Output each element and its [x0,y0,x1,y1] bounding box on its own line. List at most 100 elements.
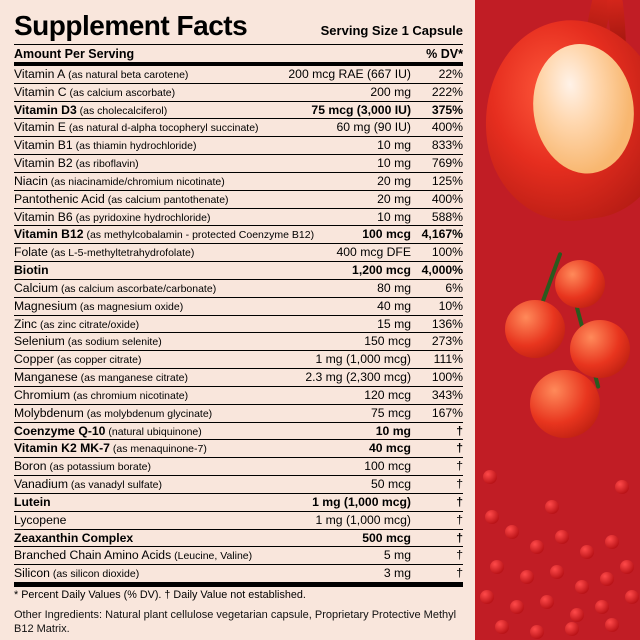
berry-icon [620,560,634,574]
other-ingredients: Other Ingredients: Natural plant cellulo… [14,601,463,637]
berry-icon [595,600,609,614]
nutrient-amount: 40 mcg [363,440,411,457]
nutrient-row: Coenzyme Q-10 (natural ubiquinone)10 mg† [14,423,463,441]
nutrient-amount: 100 mcg [358,458,411,475]
nutrient-amount: 50 mcg [365,476,411,493]
heading-dv: % DV* [426,47,463,61]
nutrient-name: Niacin (as niacinamide/chromium nicotina… [14,173,371,190]
berry-icon [520,570,534,584]
nutrient-row: Vitamin B2 (as riboflavin)10 mg769% [14,155,463,173]
nutrient-dv: † [411,547,463,564]
nutrient-amount: 20 mg [371,173,411,190]
nutrient-row: Manganese (as manganese citrate)2.3 mg (… [14,369,463,387]
tomato-icon [530,370,600,438]
nutrient-name: Zeaxanthin Complex [14,530,356,547]
nutrient-row: Folate (as L-5-methyltetrahydrofolate)40… [14,244,463,262]
nutrient-dv: † [411,458,463,475]
nutrient-amount: 150 mcg [358,333,411,350]
berry-icon [615,480,629,494]
nutrient-amount: 60 mg (90 IU) [330,119,411,136]
berry-icon [575,580,589,594]
nutrient-dv: 4,167% [411,226,463,243]
berry-icon [550,565,564,579]
berry-icon [625,590,639,604]
nutrient-row: Vitamin A (as natural beta carotene)200 … [14,66,463,84]
nutrient-amount: 75 mcg (3,000 IU) [305,102,411,119]
berry-icon [495,620,509,634]
nutrient-dv: † [411,476,463,493]
berry-icon [605,618,619,632]
berry-icon [555,530,569,544]
nutrient-row: Lutein1 mg (1,000 mcg)† [14,494,463,512]
nutrient-row: Boron (as potassium borate)100 mcg† [14,458,463,476]
nutrient-name: Vanadium (as vanadyl sulfate) [14,476,365,493]
nutrient-dv: 100% [411,369,463,386]
nutrient-amount: 1 mg (1,000 mcg) [306,494,411,511]
nutrient-name: Vitamin B1 (as thiamin hydrochloride) [14,137,371,154]
produce-image-strip [475,0,640,640]
nutrient-row: Selenium (as sodium selenite)150 mcg273% [14,333,463,351]
nutrient-dv: † [411,512,463,529]
nutrient-amount: 2.3 mg (2,300 mcg) [299,369,411,386]
nutrient-row: Copper (as copper citrate)1 mg (1,000 mc… [14,351,463,369]
nutrient-dv: † [411,423,463,440]
berry-icon [485,510,499,524]
berry-icon [483,470,497,484]
nutrient-row: Zinc (as zinc citrate/oxide)15 mg136% [14,316,463,334]
nutrient-amount: 75 mcg [365,405,411,422]
nutrient-amount: 10 mg [371,155,411,172]
nutrient-amount: 15 mg [371,316,411,333]
nutrient-amount: 5 mg [378,547,411,564]
nutrient-name: Chromium (as chromium nicotinate) [14,387,358,404]
nutrient-row: Vitamin K2 MK-7 (as menaquinone-7)40 mcg… [14,440,463,458]
nutrient-dv: 6% [411,280,463,297]
nutrient-row: Molybdenum (as molybdenum glycinate)75 m… [14,405,463,423]
nutrient-dv: † [411,494,463,511]
nutrient-amount: 200 mg [364,84,411,101]
nutrient-name: Molybdenum (as molybdenum glycinate) [14,405,365,422]
nutrient-amount: 500 mcg [356,530,411,547]
nutrient-dv: † [411,440,463,457]
tomato-icon [505,300,565,358]
nutrient-amount: 1 mg (1,000 mcg) [309,512,411,529]
nutrient-name: Manganese (as manganese citrate) [14,369,299,386]
berry-icon [505,525,519,539]
nutrient-amount: 3 mg [378,565,411,582]
nutrient-row: Chromium (as chromium nicotinate)120 mcg… [14,387,463,405]
berry-icon [605,535,619,549]
nutrient-dv: 833% [411,137,463,154]
nutrient-rows: Vitamin A (as natural beta carotene) 200 … [14,66,463,583]
nutrient-dv: 111% [411,351,463,368]
nutrient-name: Selenium (as sodium selenite) [14,333,358,350]
nutrient-dv: † [411,530,463,547]
nutrient-row: Pantothenic Acid (as calcium pantothenat… [14,191,463,209]
nutrient-row: Niacin (as niacinamide/chromium nicotina… [14,173,463,191]
nutrient-amount: 100 mcg [356,226,411,243]
footnote: * Percent Daily Values (% DV). † Daily V… [14,587,463,601]
berry-icon [480,590,494,604]
nutrient-row: Magnesium (as magnesium oxide)40 mg10% [14,298,463,316]
nutrient-row: Vitamin B6 (as pyridoxine hydrochloride)… [14,209,463,227]
nutrient-dv: 588% [411,209,463,226]
nutrient-amount: 1,200 mcg [346,262,411,279]
nutrient-row: Calcium (as calcium ascorbate/carbonate)… [14,280,463,298]
nutrient-amount: 10 mg [371,209,411,226]
other-label: Other Ingredients: [14,609,102,621]
nutrient-name: Vitamin A (as natural beta carotene) [14,66,282,83]
header-row: Supplement Facts Serving Size 1 Capsule [14,10,463,45]
tomato-icon [570,320,630,378]
nutrient-dv: 125% [411,173,463,190]
nutrient-name: Silicon (as silicon dioxide) [14,565,378,582]
nutrient-name: Vitamin E (as natural d-alpha tocopheryl… [14,119,330,136]
nutrient-dv: 273% [411,333,463,350]
nutrient-dv: 769% [411,155,463,172]
nutrient-name: Boron (as potassium borate) [14,458,358,475]
nutrient-name: Vitamin C (as calcium ascorbate) [14,84,364,101]
column-headings: Amount Per Serving % DV* [14,45,463,66]
nutrient-dv: 400% [411,191,463,208]
nutrient-row: Vanadium (as vanadyl sulfate)50 mcg† [14,476,463,494]
nutrient-name: Magnesium (as magnesium oxide) [14,298,371,315]
nutrient-name: Vitamin B12 (as methylcobalamin - protec… [14,226,356,243]
panel-title: Supplement Facts [14,10,247,42]
nutrient-name: Copper (as copper citrate) [14,351,309,368]
